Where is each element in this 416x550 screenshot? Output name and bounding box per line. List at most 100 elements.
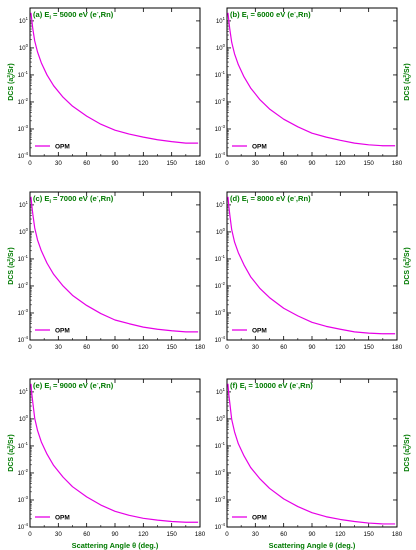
y-tick-label: 10-2 — [18, 468, 29, 477]
y-tick-label: 10-3 — [215, 495, 226, 504]
x-tick-label: 180 — [195, 160, 206, 167]
y-tick-label: 100 — [216, 227, 226, 236]
chart-panel-a: 0 30 60 90 120 150 180 10-4 10-3 10-2 10-1 100 101 OP… — [6, 7, 206, 167]
y-tick-label: 10-3 — [215, 308, 226, 317]
y-tick-label: 10-3 — [18, 495, 29, 504]
x-tick-label: 120 — [138, 160, 149, 167]
y-tick-label: 10-4 — [215, 151, 226, 160]
y-axis-label: DCS (a02/Sr) — [6, 63, 17, 100]
x-tick-label: 180 — [392, 344, 403, 351]
x-tick-label: 90 — [309, 160, 316, 167]
y-tick-label: 10-1 — [215, 254, 226, 263]
y-tick-label: 10-2 — [215, 97, 226, 106]
series-line-opm — [30, 12, 199, 144]
x-tick-label: 150 — [364, 531, 375, 538]
x-tick-label: 0 — [28, 531, 32, 538]
y-tick-label: 10-2 — [18, 97, 29, 106]
x-tick-label: 30 — [252, 160, 259, 167]
x-tick-label: 60 — [83, 344, 90, 351]
x-tick-label: 150 — [167, 531, 178, 538]
chart-panel-b: 0 30 60 90 120 150 180 10-4 10-3 10-2 10-1 100 101 OP… — [215, 7, 413, 167]
x-tick-label: 30 — [55, 344, 62, 351]
legend-label-opm: OPM — [55, 515, 70, 522]
y-tick-label: 10-4 — [18, 522, 29, 531]
y-tick-label: 100 — [19, 414, 29, 423]
y-tick-label: 100 — [216, 414, 226, 423]
x-axis-label: Scattering Angle θ (deg.) — [72, 541, 159, 550]
y-axis-label: DCS (a02/Sr) — [402, 434, 413, 471]
plot-frame — [29, 191, 201, 341]
x-tick-label: 30 — [252, 531, 259, 538]
x-tick-label: 0 — [225, 531, 229, 538]
series-line-opm — [227, 12, 396, 147]
x-tick-label: 30 — [55, 531, 62, 538]
plot-frame — [226, 191, 398, 341]
y-tick-label: 10-3 — [18, 308, 29, 317]
legend-label-opm: OPM — [55, 144, 70, 151]
x-tick-label: 30 — [252, 344, 259, 351]
series-line-opm — [30, 383, 199, 523]
y-tick-label: 10-4 — [215, 522, 226, 531]
chart-panel-f: 0 30 60 90 120 150 180 10-4 10-3 10-2 10-1 100 101 OP… — [215, 378, 413, 550]
x-tick-label: 0 — [28, 160, 32, 167]
y-tick-label: 100 — [216, 43, 226, 52]
chart-panel-c: 0 30 60 90 120 150 180 10-4 10-3 10-2 10-1 100 101 OP… — [6, 191, 206, 351]
legend-label-opm: OPM — [252, 515, 267, 522]
y-axis-label: DCS (a02/Sr) — [402, 63, 413, 100]
y-tick-label: 100 — [19, 227, 29, 236]
x-tick-label: 60 — [280, 531, 287, 538]
x-tick-label: 60 — [83, 160, 90, 167]
x-tick-label: 90 — [309, 344, 316, 351]
x-tick-label: 120 — [335, 531, 346, 538]
series-line-opm — [227, 383, 396, 525]
x-tick-label: 150 — [364, 160, 375, 167]
y-tick-label: 101 — [19, 387, 29, 396]
panel-title: (a) Ei = 5000 eV (e-,Rn) — [33, 10, 114, 21]
y-tick-label: 101 — [216, 16, 226, 25]
x-tick-label: 60 — [280, 344, 287, 351]
y-tick-label: 10-4 — [18, 151, 29, 160]
x-tick-label: 120 — [335, 160, 346, 167]
panel-title: (d) Ei = 8000 eV (e-,Rn) — [230, 194, 311, 205]
series-line-opm — [30, 196, 199, 333]
legend-label-opm: OPM — [252, 328, 267, 335]
x-tick-label: 90 — [112, 344, 119, 351]
x-tick-label: 90 — [309, 531, 316, 538]
y-tick-label: 10-4 — [215, 335, 226, 344]
x-tick-label: 150 — [364, 344, 375, 351]
plot-frame — [226, 7, 398, 157]
x-tick-label: 30 — [55, 160, 62, 167]
x-tick-label: 120 — [138, 531, 149, 538]
chart-panel-d: 0 30 60 90 120 150 180 10-4 10-3 10-2 10-1 100 101 OP… — [215, 191, 413, 351]
y-tick-label: 101 — [19, 200, 29, 209]
y-tick-label: 10-1 — [215, 70, 226, 79]
y-tick-label: 10-1 — [215, 441, 226, 450]
y-tick-label: 101 — [216, 200, 226, 209]
x-tick-label: 120 — [138, 344, 149, 351]
y-tick-label: 10-1 — [18, 70, 29, 79]
series-line-opm — [227, 196, 396, 335]
y-tick-label: 10-3 — [215, 124, 226, 133]
panel-title: (b) Ei = 6000 eV (e-,Rn) — [230, 10, 311, 21]
x-tick-label: 180 — [392, 160, 403, 167]
x-tick-label: 60 — [280, 160, 287, 167]
legend-label-opm: OPM — [252, 144, 267, 151]
y-tick-label: 10-2 — [215, 281, 226, 290]
y-tick-label: 10-4 — [18, 335, 29, 344]
x-tick-label: 90 — [112, 531, 119, 538]
x-tick-label: 60 — [83, 531, 90, 538]
x-tick-label: 0 — [225, 344, 229, 351]
y-axis-label: DCS (a02/Sr) — [402, 247, 413, 284]
y-tick-label: 10-3 — [18, 124, 29, 133]
y-axis-label: DCS (a02/Sr) — [6, 247, 17, 284]
y-tick-label: 101 — [19, 16, 29, 25]
y-tick-label: 10-1 — [18, 254, 29, 263]
x-tick-label: 0 — [28, 344, 32, 351]
panel-title: (e) Ei = 9000 eV (e-,Rn) — [33, 381, 114, 392]
y-tick-label: 10-2 — [215, 468, 226, 477]
x-tick-label: 150 — [167, 160, 178, 167]
y-tick-label: 100 — [19, 43, 29, 52]
plot-frame — [29, 378, 201, 528]
plot-frame — [29, 7, 201, 157]
